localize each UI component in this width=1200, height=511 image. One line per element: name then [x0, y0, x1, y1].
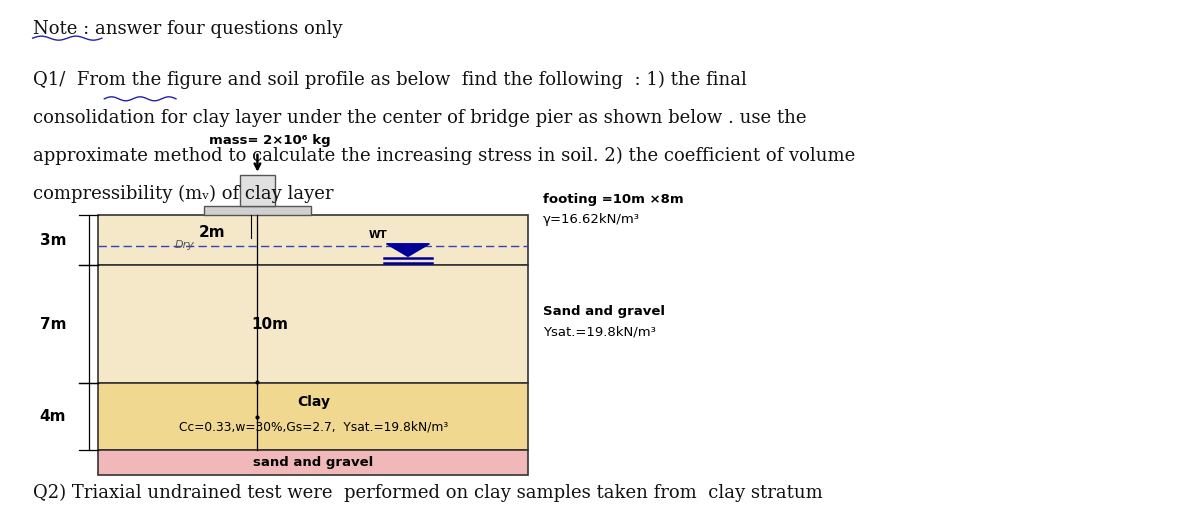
Text: Q2) Triaxial undrained test were  performed on clay samples taken from  clay str: Q2) Triaxial undrained test were perform… [32, 484, 822, 502]
Text: Note : answer four questions only: Note : answer four questions only [32, 20, 342, 38]
Bar [98, 450, 528, 475]
Bar [98, 215, 528, 265]
Text: WT: WT [368, 230, 388, 240]
Text: sand and gravel: sand and gravel [253, 456, 373, 469]
Text: footing =10m ×8m: footing =10m ×8m [542, 193, 683, 206]
Text: 2m: 2m [199, 225, 226, 240]
Bar [98, 265, 528, 383]
Text: Clay: Clay [296, 395, 330, 409]
Text: mass= 2×10⁶ kg: mass= 2×10⁶ kg [209, 134, 330, 147]
Text: Dry: Dry [174, 240, 194, 250]
Text: consolidation for clay layer under the center of bridge pier as shown below . us: consolidation for clay layer under the c… [32, 109, 806, 127]
Text: 10m: 10m [251, 317, 288, 332]
Text: 4m: 4m [40, 409, 66, 424]
Text: Ysat.=19.8kN/m³: Ysat.=19.8kN/m³ [542, 326, 655, 338]
Text: compressibility (mᵥ) of clay layer: compressibility (mᵥ) of clay layer [32, 185, 334, 203]
Text: γ=16.62kN/m³: γ=16.62kN/m³ [542, 213, 640, 226]
Text: Cc=0.33,w=30%,Gs=2.7,  Ysat.=19.8kN/m³: Cc=0.33,w=30%,Gs=2.7, Ysat.=19.8kN/m³ [179, 420, 448, 433]
Text: Q1/  From the figure and soil profile as below  find the following  : 1) the fin: Q1/ From the figure and soil profile as … [32, 71, 746, 89]
Text: 7m: 7m [40, 317, 66, 332]
Text: 3m: 3m [40, 233, 66, 248]
Text: Sand and gravel: Sand and gravel [542, 305, 665, 318]
Bar [240, 175, 275, 206]
Bar [98, 383, 528, 450]
Text: approximate method to calculate the increasing stress in soil. 2) the coefficien: approximate method to calculate the incr… [32, 147, 854, 165]
Polygon shape [386, 244, 430, 257]
Bar [204, 206, 311, 215]
